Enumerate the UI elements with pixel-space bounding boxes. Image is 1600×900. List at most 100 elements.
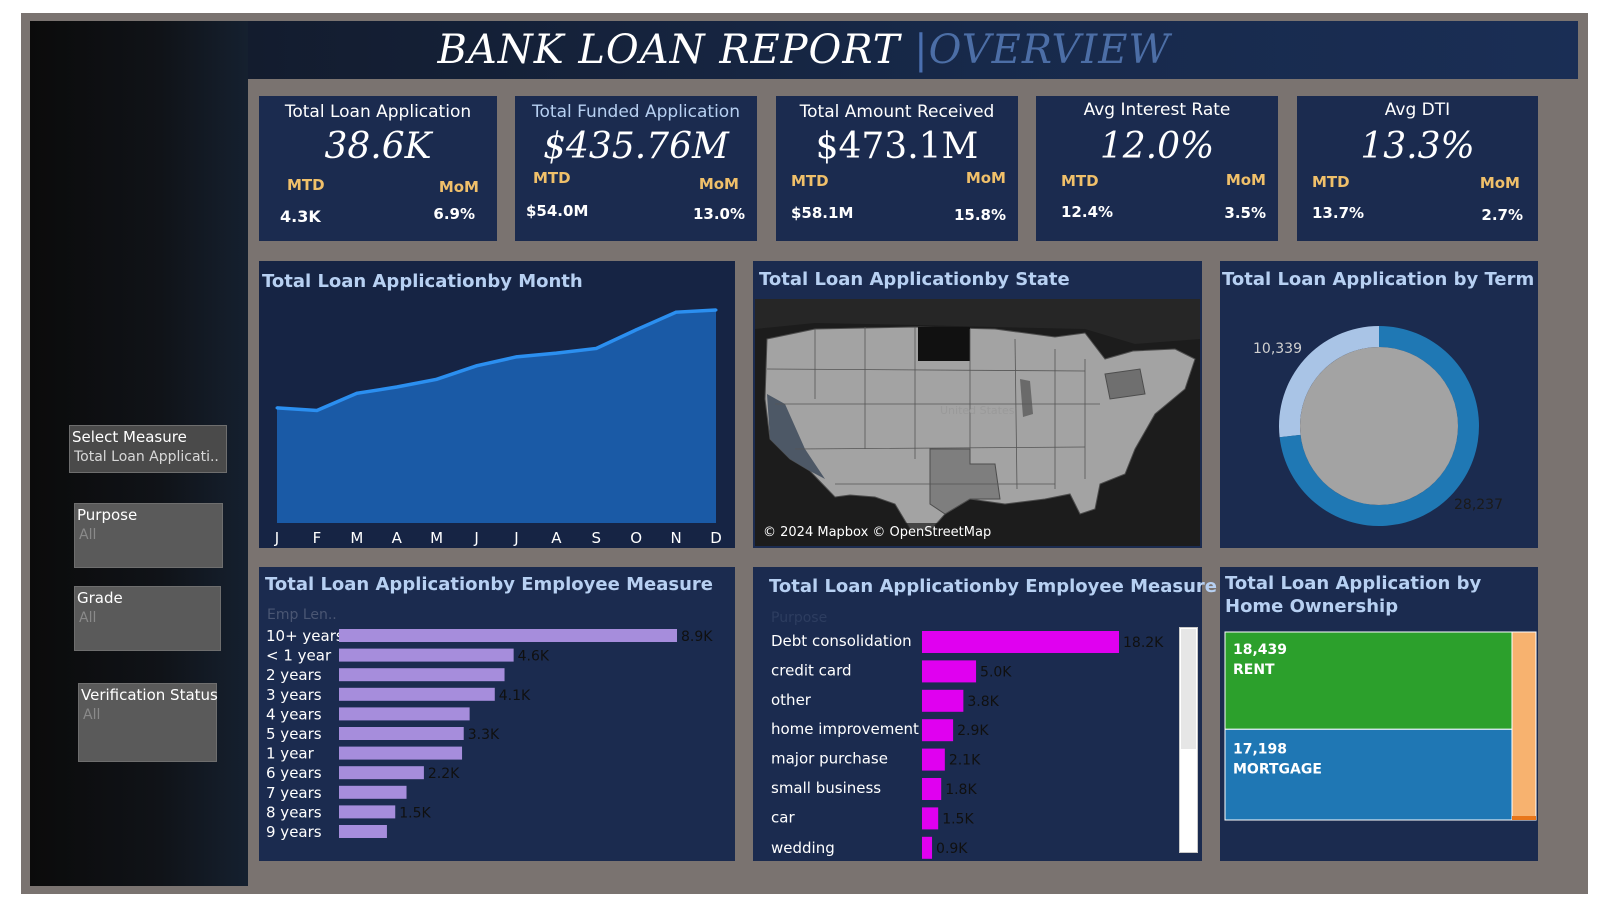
monthly-point [634,328,638,332]
emp-category-label: 2 years [266,666,322,684]
state-map-title: Total Loan Applicationby State [759,269,1070,290]
kpi-title: Avg Interest Rate [1083,100,1231,120]
emp-bar [339,785,407,799]
kpi-title: Avg DTI [1384,100,1451,120]
emp-category-label: 8 years [266,803,322,821]
month-tick-label: A [392,529,403,547]
monthly-point [275,406,279,410]
us-map-graphic: United States [755,299,1200,546]
purpose-bar-value: 3.8K [967,694,999,710]
purpose-scrollbar[interactable] [1179,627,1198,853]
title-subtitle: OVERVIEW [928,27,1171,73]
kpi-mtd-label: MTD [533,169,571,187]
purpose-bar-value: 1.5K [942,811,974,827]
emp-length-bar-chart: Emp Len.. 10+ years 8.9K < 1 year 4.6K 2 year… [266,607,713,841]
monthly-point [514,355,518,359]
purpose-category-label: wedding [771,839,835,857]
map-country-label: United States [940,404,1015,417]
emp-bar-value: 2.2K [428,766,460,782]
verification-status-filter[interactable]: Verification Status All [78,683,218,762]
title-bar [248,21,1578,79]
kpi-title: Total Loan Application [284,102,472,122]
month-tick-label: S [592,529,602,547]
emp-category-label: < 1 year [266,647,332,665]
emp-axis-header: Emp Len.. [267,607,337,623]
term-label: 28,237 [1454,497,1503,513]
select-measure-dropdown[interactable]: Select Measure Total Loan Applicati.. [69,425,227,473]
treemap-value-label: 18,439 [1233,642,1287,658]
kpi-title: Total Funded Application [532,102,740,122]
emp-bar [339,707,470,721]
purpose-bar [922,631,1119,653]
emp-bar [339,668,505,682]
purpose-category-label: Debt consolidation [771,632,912,650]
month-tick-label: J [473,529,478,547]
term-chart-title: Total Loan Application by Term [1222,269,1535,290]
emp-category-label: 1 year [266,745,315,763]
monthly-point [674,310,678,314]
purpose-bar-value: 2.1K [949,753,981,769]
emp-bar-value: 1.5K [399,805,431,821]
kpi-card-avg-dti: Avg DTI 13.3% MTD MoM 13.7% 2.7% [1297,96,1538,241]
month-tick-label: J [513,529,518,547]
kpi-mom-label: MoM [438,178,479,196]
monthly-point [315,409,319,413]
kpi-mom-label: MoM [698,175,739,193]
emp-bar-value: 4.6K [518,649,550,665]
treemap-cell-other-small [1512,816,1536,820]
purpose-bar [922,748,945,771]
month-tick-label: A [551,529,562,547]
emp-category-label: 9 years [266,823,322,841]
kpi-mtd-value: 12.4% [1061,203,1114,221]
grade-filter[interactable]: Grade All [74,586,221,651]
month-tick-label: O [630,529,642,547]
kpi-mtd-value: $58.1M [791,204,854,222]
scrollbar-thumb[interactable] [1181,629,1196,749]
kpi-value: $435.76M [543,126,729,167]
monthly-point [395,385,399,389]
emp-category-label: 5 years [266,725,322,743]
kpi-value: 12.0% [1099,126,1215,167]
treemap-value-label: 17,198 [1233,741,1287,757]
us-state-map[interactable]: United States © 2024 Mapbox © OpenStreet… [755,299,1200,546]
month-tick-label: M [350,529,363,547]
monthly-point [435,377,439,381]
kpi-mom-value: 13.0% [692,205,745,223]
purpose-bar-value: 1.8K [945,782,977,798]
emp-bar [339,766,424,780]
kpi-mom-value: 2.7% [1481,206,1523,224]
emp-category-label: 6 years [266,764,322,782]
emp-length-panel: Total Loan Applicationby Employee Measur… [259,567,735,861]
kpi-mtd-label: MTD [791,172,829,190]
emp-bar [339,727,464,740]
kpi-card-total-loan-application: Total Loan Application 38.6K MTD MoM 4.3… [259,96,497,241]
monthly-point [355,391,359,395]
purpose-filter-label: Purpose [77,506,138,524]
emp-bar-value: 8.9K [681,629,713,645]
treemap-cell-mortgage [1224,728,1513,821]
purpose-filter-value: All [79,527,97,543]
purpose-bar-value: 0.9K [936,841,968,857]
kpi-mtd-label: MTD [1312,173,1350,191]
emp-bar [339,825,387,838]
purpose-bar [922,689,964,712]
purpose-bar [922,660,977,683]
select-measure-label: Select Measure [72,428,187,446]
home-ownership-title: Total Loan Application by Home Ownership [1225,573,1482,617]
emp-bar-value: 4.1K [499,688,531,704]
kpi-mtd-label: MTD [1061,172,1099,190]
monthly-point [554,351,558,355]
kpi-card-total-funded-application: Total Funded Application $435.76M MTD Mo… [515,96,757,241]
purpose-category-label: credit card [771,661,852,679]
purpose-axis-header: Purpose [771,610,827,626]
monthly-chart-panel: Total Loan Applicationby Month J F M A M J J A S… [259,261,735,548]
emp-bar [339,648,514,662]
purpose-filter[interactable]: Purpose All [74,503,223,568]
map-attribution: © 2024 Mapbox © OpenStreetMap [763,525,992,540]
emp-bar [339,805,396,819]
monthly-point [714,308,718,312]
emp-category-label: 10+ years [266,627,344,645]
treemap-cell-rent [1224,631,1513,730]
term-donut-chart: 10,339 28,237 [1253,326,1503,526]
